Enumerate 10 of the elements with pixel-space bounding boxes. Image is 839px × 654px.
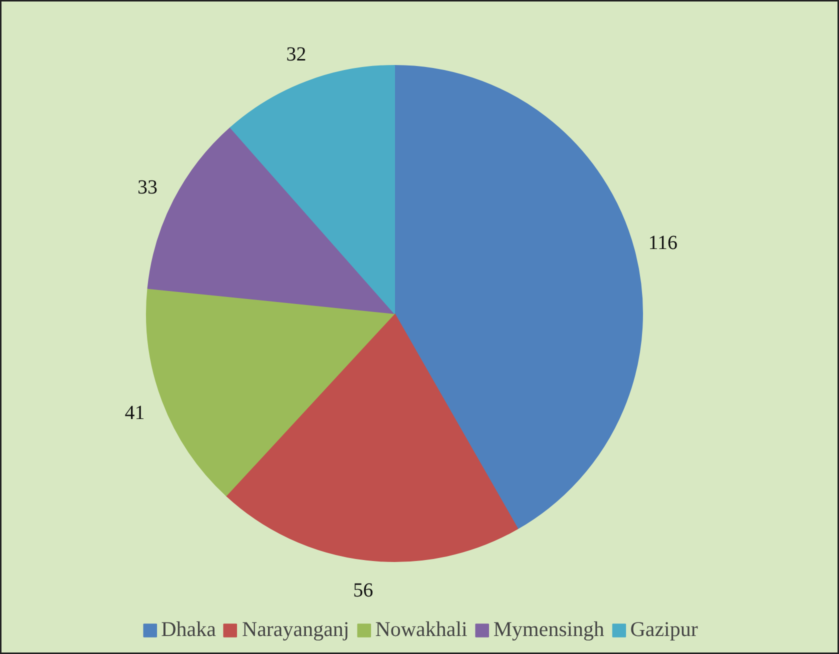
legend-label: Narayanganj (242, 617, 350, 642)
legend-label: Nowakhali (375, 617, 468, 642)
data-label: 32 (286, 44, 306, 66)
legend-label: Gazipur (630, 617, 698, 642)
legend-label: Mymensingh (493, 617, 604, 642)
data-label: 56 (353, 579, 374, 602)
data-label: 41 (124, 402, 145, 424)
legend-label: Dhaka (161, 617, 216, 642)
data-label: 33 (137, 176, 158, 199)
data-label: 116 (648, 232, 678, 254)
